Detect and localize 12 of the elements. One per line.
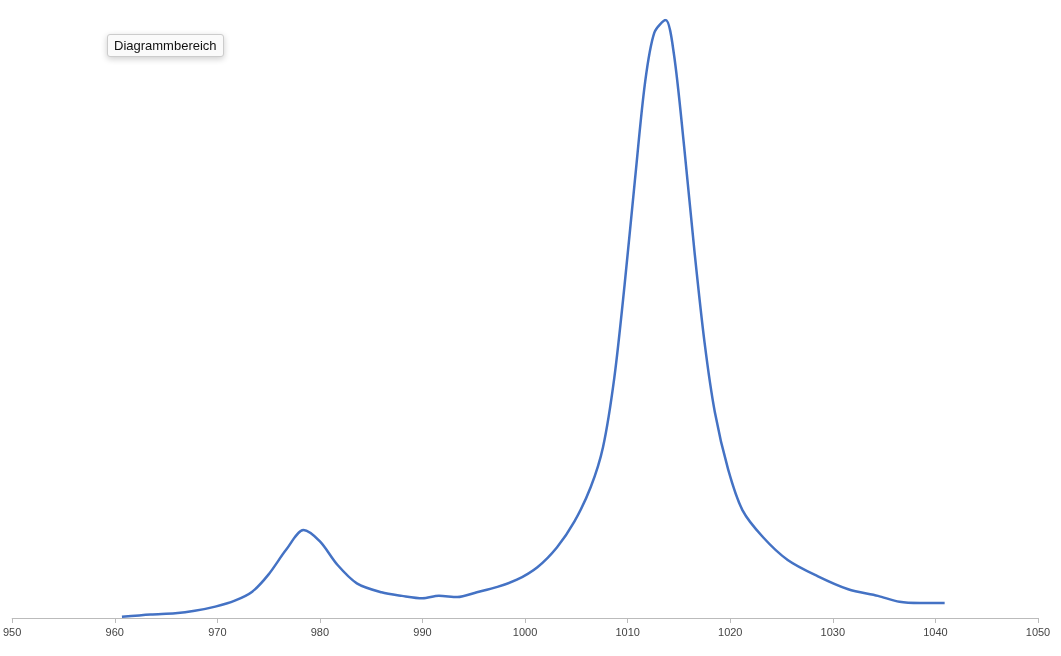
x-tick-label: 1050 <box>1025 625 1051 638</box>
x-tick-label: 980 <box>310 625 330 638</box>
annotation: Diagrammbereich <box>107 34 224 57</box>
x-tick-label: 960 <box>105 625 124 638</box>
x-tick-label: 970 <box>208 625 227 638</box>
x-tick-label: 1040 <box>923 625 948 638</box>
x-tick-label: 1010 <box>615 625 640 638</box>
x-tick-label: 990 <box>413 625 432 638</box>
x-tick-label: 1030 <box>820 625 846 638</box>
x-tick-label: 1000 <box>512 625 538 638</box>
x-tick-label: 1020 <box>718 625 743 638</box>
x-tick-label: 950 <box>3 625 22 638</box>
